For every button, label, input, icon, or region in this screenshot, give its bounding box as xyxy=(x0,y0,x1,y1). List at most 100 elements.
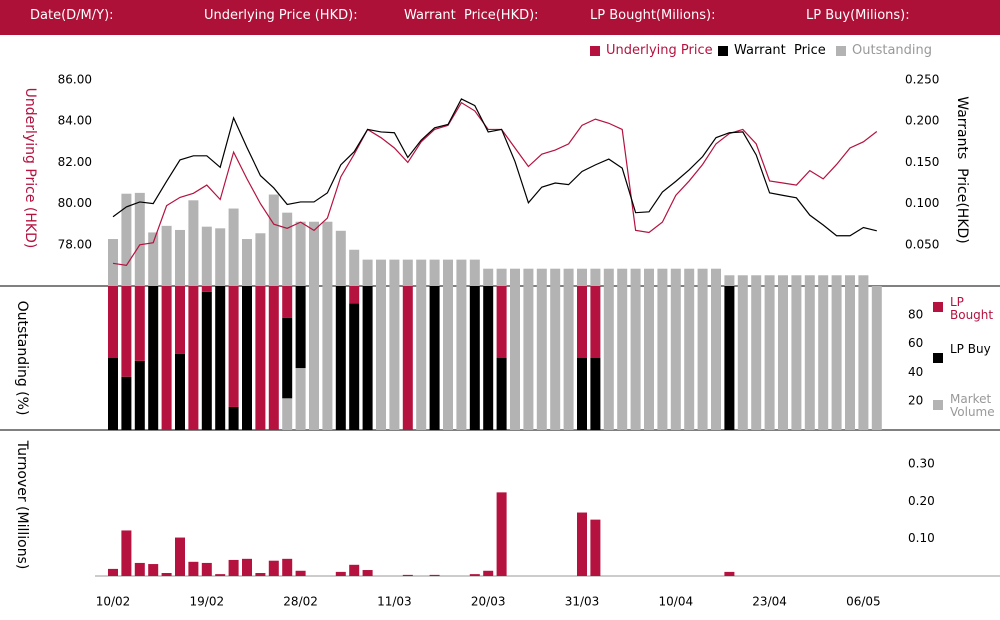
bar-segment xyxy=(376,286,386,430)
bar xyxy=(496,268,507,286)
bar xyxy=(295,570,306,576)
bar-segment xyxy=(751,286,762,430)
bar xyxy=(617,268,628,286)
x-tick-label: 28/02 xyxy=(283,595,318,609)
bar xyxy=(228,559,239,576)
bar xyxy=(577,268,587,286)
bar-segment xyxy=(242,286,252,430)
bar-segment xyxy=(429,286,440,430)
bar-segment xyxy=(871,286,882,430)
bar-segment xyxy=(228,286,239,407)
legend-label: Warrant Price xyxy=(734,43,826,58)
x-tick-label: 20/03 xyxy=(471,595,506,609)
bar-segment xyxy=(791,286,802,430)
bar xyxy=(402,574,413,576)
bar xyxy=(362,259,373,286)
tick-label: 80 xyxy=(908,307,923,321)
bar xyxy=(845,275,855,286)
bar-segment xyxy=(804,286,815,430)
header-bar xyxy=(0,0,1000,35)
bar xyxy=(121,530,132,576)
bar xyxy=(175,537,185,576)
bar-segment xyxy=(443,286,453,430)
bar-segment xyxy=(255,286,266,430)
bar xyxy=(188,561,199,576)
bar-segment xyxy=(523,286,534,430)
bar xyxy=(188,200,199,286)
legend-swatch xyxy=(933,400,943,410)
bar-segment xyxy=(295,286,306,369)
header-label: Date(D/M/Y): xyxy=(30,8,114,23)
bar xyxy=(443,259,453,286)
tick-label: 0.050 xyxy=(905,237,939,251)
legend-label: LP Buy xyxy=(950,342,991,356)
bar xyxy=(349,249,360,286)
bar xyxy=(161,225,172,286)
bar xyxy=(148,564,159,576)
bar-segment xyxy=(282,286,293,318)
tick-label: 0.20 xyxy=(908,494,935,508)
bar-segment xyxy=(282,317,293,399)
bar-segment xyxy=(577,358,587,430)
bar xyxy=(362,570,373,576)
bar xyxy=(603,268,614,286)
x-tick-label: 11/03 xyxy=(377,595,412,609)
bar-segment xyxy=(845,286,855,430)
bar xyxy=(322,221,333,286)
bar xyxy=(791,275,802,286)
bar-segment xyxy=(175,286,185,354)
legend-swatch xyxy=(718,46,728,56)
bar xyxy=(657,268,668,286)
bar-segment xyxy=(295,368,306,430)
bar-segment xyxy=(456,286,467,430)
bar-segment xyxy=(483,286,494,430)
bar xyxy=(429,574,440,576)
bar-segment xyxy=(764,286,775,430)
tick-label: 60 xyxy=(908,336,923,350)
bar xyxy=(684,268,695,286)
x-tick-label: 23/04 xyxy=(752,595,787,609)
bar xyxy=(563,268,574,286)
tick-label: 0.150 xyxy=(905,155,939,169)
bar-segment xyxy=(670,286,681,430)
bar-segment xyxy=(724,286,735,430)
bar xyxy=(644,268,654,286)
line xyxy=(112,98,877,237)
legend-swatch xyxy=(933,302,943,312)
bar-segment xyxy=(362,286,373,430)
bar-segment xyxy=(617,286,628,430)
bar xyxy=(376,259,386,286)
bar xyxy=(590,268,601,286)
bar xyxy=(148,232,159,286)
bar-segment xyxy=(322,286,333,430)
tick-label: 82.00 xyxy=(58,155,92,169)
bar xyxy=(268,194,279,286)
bar-segment xyxy=(831,286,842,430)
bar-segment xyxy=(550,286,561,430)
bar-segment xyxy=(630,286,641,430)
bar xyxy=(175,229,185,286)
bar xyxy=(121,193,132,286)
x-tick-label: 10/04 xyxy=(659,595,694,609)
bar xyxy=(134,562,145,576)
bar-segment xyxy=(108,358,118,430)
tick-label: 0.200 xyxy=(905,114,939,128)
bar xyxy=(255,233,266,286)
tick-label: 86.00 xyxy=(58,73,92,87)
bar xyxy=(228,208,239,286)
bar-segment xyxy=(148,286,159,430)
tick-label: 80.00 xyxy=(58,196,92,210)
y-axis-label: Turnover (Millions) xyxy=(14,440,30,570)
bar-segment xyxy=(469,286,480,430)
bar-segment xyxy=(858,286,869,430)
bar xyxy=(108,568,118,576)
bar-segment xyxy=(309,286,319,430)
bar xyxy=(201,562,212,576)
bar-segment xyxy=(108,286,118,358)
x-tick-label: 19/02 xyxy=(190,595,225,609)
bar-segment xyxy=(644,286,654,430)
bar-segment xyxy=(161,286,172,430)
bar xyxy=(670,268,681,286)
